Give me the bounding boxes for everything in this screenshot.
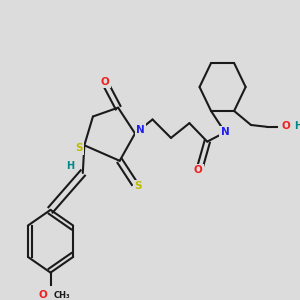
Text: O: O [194, 165, 202, 175]
Text: O: O [100, 77, 109, 87]
Text: S: S [75, 143, 82, 153]
Text: O: O [38, 290, 47, 300]
Text: S: S [134, 181, 142, 191]
Text: N: N [136, 125, 145, 135]
Text: N: N [221, 128, 230, 137]
Text: O: O [281, 121, 290, 131]
Text: CH₃: CH₃ [54, 291, 70, 300]
Text: H: H [294, 121, 300, 131]
Text: H: H [66, 161, 74, 171]
